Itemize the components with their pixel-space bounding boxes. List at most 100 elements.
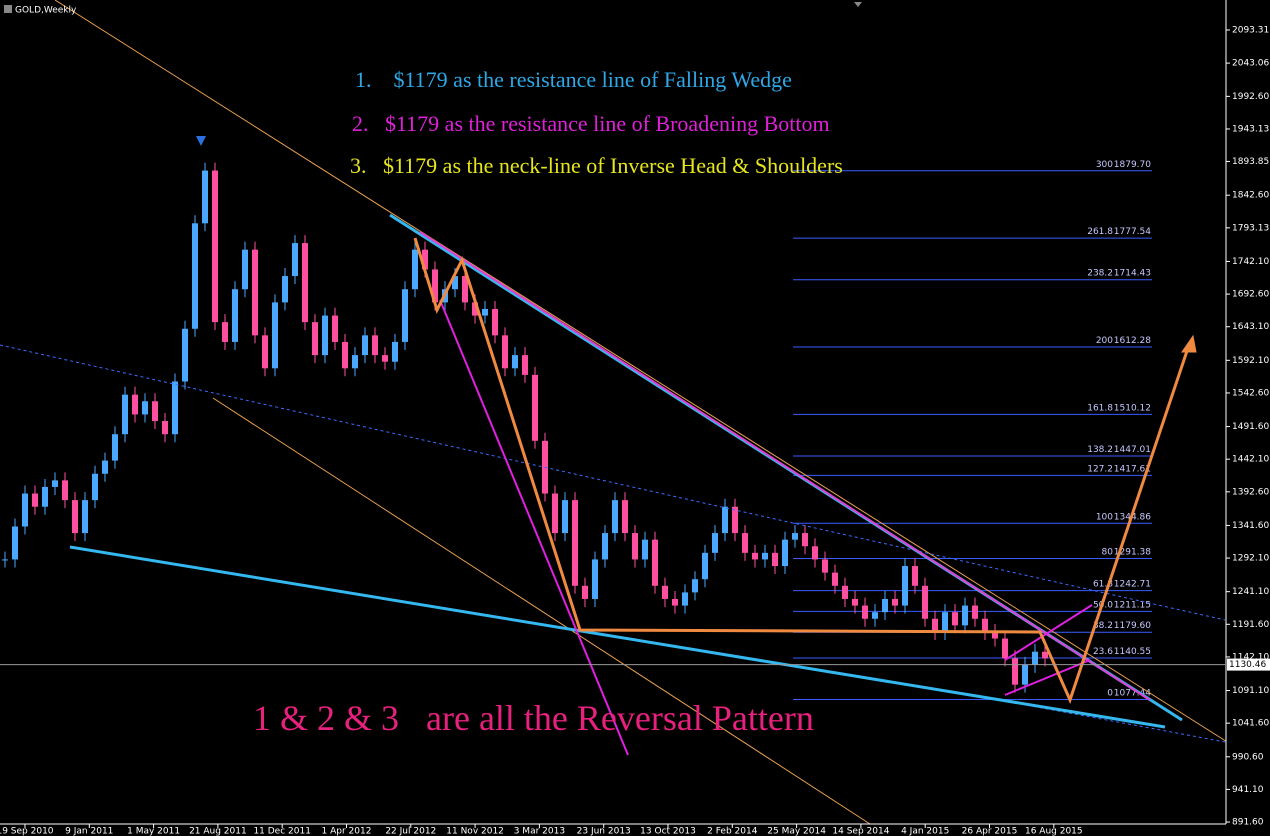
- candle-body: [1002, 638, 1008, 659]
- candle-body: [852, 598, 858, 606]
- fib-label: 1211.15: [1114, 600, 1151, 610]
- y-tick-label: 1191.60: [1232, 620, 1269, 630]
- fib-label: 1447.01: [1114, 445, 1151, 455]
- candle-body: [1032, 651, 1038, 665]
- candle-body: [52, 480, 58, 487]
- x-tick-label: 19 Sep 2010: [0, 827, 54, 836]
- y-tick-label: 2043.06: [1232, 59, 1269, 69]
- candle-body: [412, 249, 418, 290]
- candle-body: [452, 276, 458, 290]
- candle-body: [752, 552, 758, 560]
- x-tick-label: 1 Apr 2012: [322, 827, 372, 836]
- annotation: 1. $1179 as the resistance line of Falli…: [355, 67, 792, 92]
- y-tick-label: 1893.85: [1232, 157, 1269, 167]
- candle-body: [182, 328, 188, 382]
- annotation: 3. $1179 as the neck-line of Inverse Hea…: [350, 153, 843, 178]
- candle-body: [322, 315, 328, 356]
- x-tick-label: 16 Aug 2015: [1025, 827, 1083, 836]
- y-tick-label: 1241.10: [1232, 587, 1269, 597]
- candle-body: [962, 605, 968, 626]
- candles-group: [2, 162, 1048, 693]
- x-tick-label: 13 Oct 2013: [640, 827, 696, 836]
- candle-body: [2, 559, 8, 561]
- chart-title: GOLD,Weekly: [15, 6, 77, 16]
- y-tick-label: 1491.60: [1232, 422, 1269, 432]
- candle-body: [192, 223, 198, 329]
- candle-body: [262, 335, 268, 369]
- candle-body: [672, 598, 678, 606]
- candle-body: [462, 276, 468, 303]
- candle-body: [732, 506, 738, 534]
- candle-body: [562, 500, 568, 534]
- y-tick-label: 1292.10: [1232, 554, 1269, 564]
- candle-body: [222, 322, 228, 342]
- x-tick-label: 9 Jan 2011: [65, 827, 113, 836]
- candle-body: [832, 572, 838, 586]
- candle-body: [72, 500, 78, 534]
- y-tick-label: 941.10: [1232, 785, 1264, 795]
- candle-body: [992, 631, 998, 639]
- x-tick-label: 23 Jun 2013: [577, 827, 631, 836]
- fib-label: 1417.61: [1114, 464, 1151, 474]
- candle-body: [82, 500, 88, 534]
- fib-ratio: 161.8: [1087, 403, 1113, 413]
- candle-body: [892, 598, 898, 606]
- candle-body: [432, 269, 438, 303]
- candle-body: [372, 335, 378, 356]
- candle-body: [292, 243, 298, 277]
- y-tick-label: 1793.13: [1232, 223, 1269, 233]
- fib-label: 1242.71: [1114, 580, 1151, 590]
- candle-body: [642, 539, 648, 560]
- candle-body: [942, 612, 948, 632]
- candle-body: [902, 566, 908, 606]
- annotation: 1 & 2 & 3 are all the Reversal Pattern: [253, 698, 814, 738]
- candle-body: [242, 249, 248, 290]
- candle-body: [742, 533, 748, 553]
- y-tick-label: 1142.10: [1232, 652, 1269, 662]
- candle-body: [112, 434, 118, 461]
- y-tick-label: 1041.60: [1232, 719, 1269, 729]
- x-tick-label: 4 Jan 2015: [901, 827, 949, 836]
- steep-line: [439, 299, 629, 756]
- candle-body: [512, 355, 518, 369]
- x-tick-label: 11 Dec 2011: [253, 827, 311, 836]
- candle-body: [232, 289, 238, 342]
- y-tick-label: 891.60: [1232, 818, 1264, 828]
- candle-body: [702, 552, 708, 580]
- y-tick-label: 1842.60: [1232, 191, 1269, 201]
- y-tick-label: 1992.60: [1232, 92, 1269, 102]
- fib-ratio: 100: [1096, 512, 1113, 522]
- y-tick-label: 1742.10: [1232, 257, 1269, 267]
- candle-body: [152, 401, 158, 422]
- candle-body: [622, 500, 628, 534]
- candle-body: [662, 585, 668, 599]
- channel-line: [212, 397, 871, 825]
- x-tick-label: 2 Feb 2014: [707, 827, 758, 836]
- candle-body: [982, 618, 988, 632]
- fib-ratio: 138.2: [1087, 445, 1113, 455]
- x-tick-label: 21 Aug 2011: [189, 827, 247, 836]
- candle-body: [842, 585, 848, 599]
- candle-body: [142, 401, 148, 415]
- candle-body: [612, 500, 618, 534]
- candle-body: [552, 493, 558, 534]
- fib-ratio: 261.8: [1087, 227, 1113, 237]
- candle-body: [102, 460, 108, 474]
- candle-body: [62, 480, 68, 501]
- candle-body: [582, 585, 588, 599]
- candle-body: [122, 394, 128, 435]
- projection-path: [413, 237, 1192, 705]
- y-tick-label: 1442.10: [1232, 455, 1269, 465]
- candle-body: [812, 546, 818, 560]
- candle-body: [12, 526, 18, 560]
- fib-ratio: 23.6: [1093, 647, 1113, 657]
- candle-body: [362, 335, 368, 356]
- candle-body: [492, 308, 498, 336]
- candle-body: [932, 618, 938, 632]
- fib-ratio: 80: [1102, 548, 1114, 558]
- candle-body: [212, 170, 218, 323]
- fib-ratio: 61.8: [1093, 580, 1113, 590]
- candle-body: [822, 559, 828, 573]
